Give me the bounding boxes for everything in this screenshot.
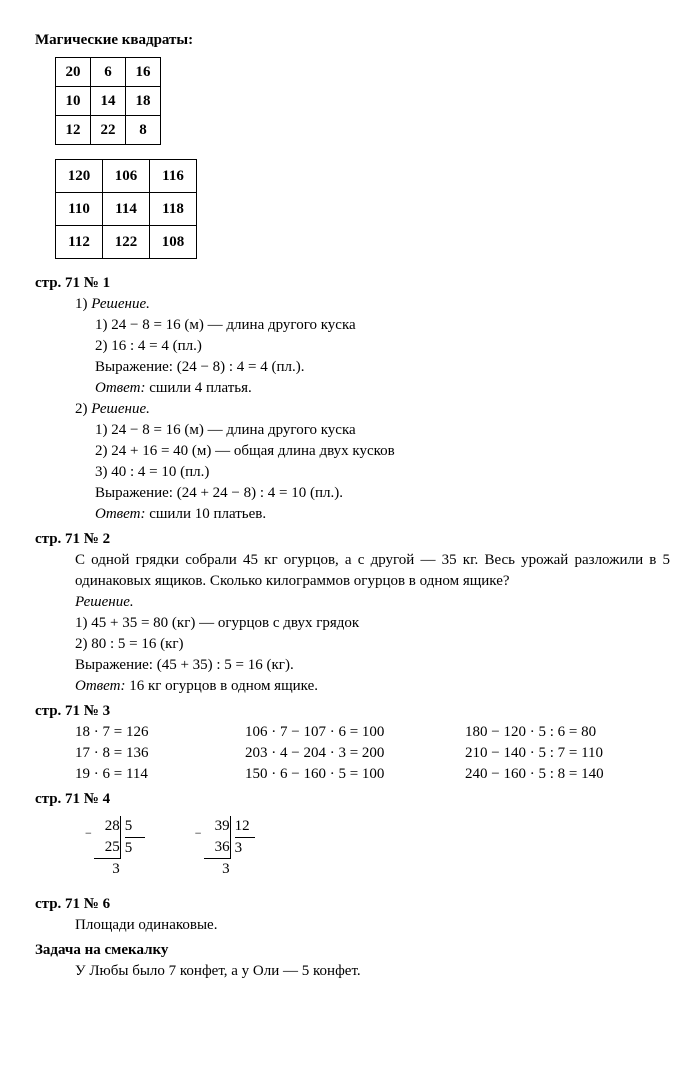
problem-2-header: стр. 71 № 2 — [35, 529, 670, 550]
remainder: 3 — [204, 859, 230, 880]
eq: 203 · 4 − 204 · 3 = 200 — [245, 743, 465, 764]
ans-text: 16 кг огурцов в одном ящике. — [125, 678, 318, 694]
p1-s2-line2: 2) 24 + 16 = 40 (м) — общая длина двух к… — [95, 441, 670, 462]
p1-s2-answer: Ответ: сшили 10 платьев. — [95, 504, 670, 525]
cell: 118 — [150, 193, 197, 226]
problem-3-header: стр. 71 № 3 — [35, 701, 670, 722]
eq: 19 · 6 = 114 — [75, 764, 245, 785]
p1-s2-line3: 3) 40 : 4 = 10 (пл.) — [95, 462, 670, 483]
eq: 210 − 140 · 5 : 7 = 110 — [465, 743, 670, 764]
quotient: 5 — [125, 838, 145, 859]
smek-header: Задача на смекалку — [35, 940, 670, 961]
cell: 112 — [56, 226, 103, 259]
eq: 240 − 160 · 5 : 8 = 140 — [465, 764, 670, 785]
cell: 6 — [91, 58, 126, 87]
smek-text: У Любы было 7 конфет, а у Оли — 5 конфет… — [75, 961, 670, 982]
long-division-2: − 39 36 3 12 3 — [195, 816, 255, 880]
long-division-1: − 28 25 3 5 5 — [85, 816, 145, 880]
cell: 12 — [56, 116, 91, 145]
dividend: 39 — [204, 816, 230, 837]
cell: 18 — [126, 87, 161, 116]
cell: 22 — [91, 116, 126, 145]
magic-square-2: 120106116 110114118 112122108 — [55, 159, 197, 259]
resh: Решение. — [91, 296, 150, 312]
label: 1) — [75, 296, 88, 312]
p4-divisions: − 28 25 3 5 5 − 39 36 3 12 3 — [85, 816, 670, 880]
cell: 10 — [56, 87, 91, 116]
ans-label: Ответ: — [75, 678, 125, 694]
cell: 16 — [126, 58, 161, 87]
quotient: 3 — [235, 838, 255, 859]
eq: 150 · 6 − 160 · 5 = 100 — [245, 764, 465, 785]
eq: 17 · 8 = 136 — [75, 743, 245, 764]
subtrahend: 25 — [94, 837, 120, 859]
cell: 120 — [56, 160, 103, 193]
eq: 106 · 7 − 107 · 6 = 100 — [245, 722, 465, 743]
p3-row-1: 18 · 7 = 126 106 · 7 − 107 · 6 = 100 180… — [75, 722, 670, 743]
cell: 14 — [91, 87, 126, 116]
dividend: 28 — [94, 816, 120, 837]
ans-text: сшили 10 платьев. — [145, 506, 266, 522]
p1-s1-answer: Ответ: сшили 4 платья. — [95, 378, 670, 399]
p3-row-2: 17 · 8 = 136 203 · 4 − 204 · 3 = 200 210… — [75, 743, 670, 764]
cell: 106 — [103, 160, 150, 193]
p6-text: Площади одинаковые. — [75, 915, 670, 936]
p2-answer: Ответ: 16 кг огурцов в одном ящике. — [75, 676, 670, 697]
subtrahend: 36 — [204, 837, 230, 859]
magic-squares-title: Магические квадраты: — [35, 30, 670, 51]
p2-expr: Выражение: (45 + 35) : 5 = 16 (кг). — [75, 655, 670, 676]
minus-icon: − — [195, 825, 202, 842]
resh: Решение. — [91, 401, 150, 417]
p1-s1: 1) Решение. — [75, 294, 670, 315]
eq: 180 − 120 · 5 : 6 = 80 — [465, 722, 670, 743]
cell: 8 — [126, 116, 161, 145]
cell: 108 — [150, 226, 197, 259]
ans-text: сшили 4 платья. — [145, 380, 251, 396]
minus-icon: − — [85, 825, 92, 842]
problem-4-header: стр. 71 № 4 — [35, 789, 670, 810]
cell: 20 — [56, 58, 91, 87]
p2-line1: 1) 45 + 35 = 80 (кг) — огурцов с двух гр… — [75, 613, 670, 634]
p1-s2: 2) Решение. — [75, 399, 670, 420]
p1-s1-expr: Выражение: (24 − 8) : 4 = 4 (пл.). — [95, 357, 670, 378]
problem-6-header: стр. 71 № 6 — [35, 894, 670, 915]
cell: 116 — [150, 160, 197, 193]
p2-line2: 2) 80 : 5 = 16 (кг) — [75, 634, 670, 655]
p1-s2-line1: 1) 24 − 8 = 16 (м) — длина другого куска — [95, 420, 670, 441]
label: 2) — [75, 401, 88, 417]
ans-label: Ответ: — [95, 380, 145, 396]
cell: 114 — [103, 193, 150, 226]
remainder: 3 — [94, 859, 120, 880]
p2-resh: Решение. — [75, 592, 670, 613]
cell: 122 — [103, 226, 150, 259]
problem-1-header: стр. 71 № 1 — [35, 273, 670, 294]
eq: 18 · 7 = 126 — [75, 722, 245, 743]
divisor: 5 — [125, 816, 145, 838]
p1-s2-expr: Выражение: (24 + 24 − 8) : 4 = 10 (пл.). — [95, 483, 670, 504]
magic-square-1: 20616 101418 12228 — [55, 57, 161, 145]
cell: 110 — [56, 193, 103, 226]
p3-row-3: 19 · 6 = 114 150 · 6 − 160 · 5 = 100 240… — [75, 764, 670, 785]
p2-text: С одной грядки собрали 45 кг огурцов, а … — [75, 550, 670, 592]
ans-label: Ответ: — [95, 506, 145, 522]
divisor: 12 — [235, 816, 255, 838]
p1-s1-line2: 2) 16 : 4 = 4 (пл.) — [95, 336, 670, 357]
p1-s1-line1: 1) 24 − 8 = 16 (м) — длина другого куска — [95, 315, 670, 336]
